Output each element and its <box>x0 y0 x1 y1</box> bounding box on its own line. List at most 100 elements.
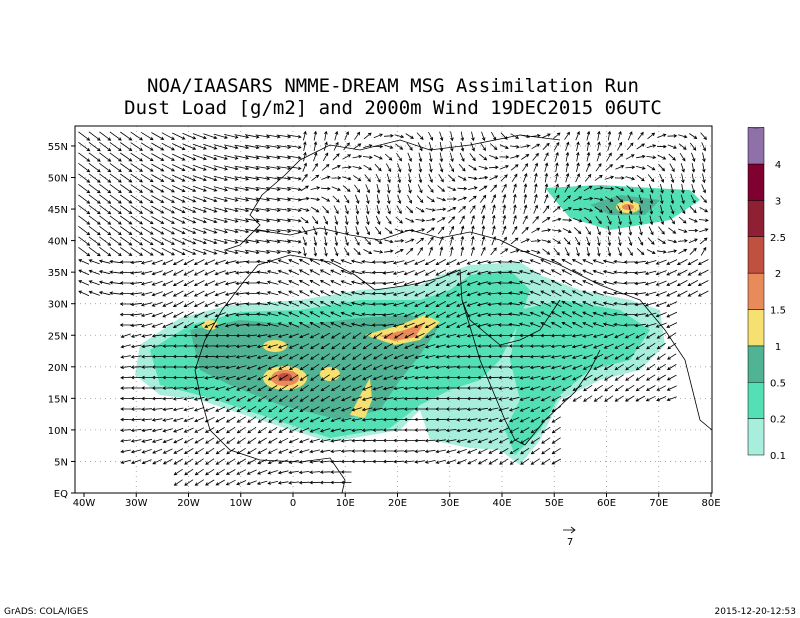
wind-arrow <box>616 195 624 203</box>
wind-arrow <box>585 162 591 172</box>
wind-arrow <box>330 385 341 391</box>
wind-arrow <box>414 438 426 443</box>
wind-arrow <box>225 365 236 370</box>
wind-arrow <box>530 396 541 402</box>
wind-arrow <box>488 438 499 444</box>
wind-arrow <box>372 438 384 443</box>
y-axis-label: 25N <box>48 331 68 342</box>
wind-arrow <box>331 374 341 381</box>
wind-arrow <box>456 311 468 318</box>
wind-arrow <box>88 183 101 194</box>
wind-arrow <box>697 290 709 297</box>
wind-arrow <box>477 375 488 380</box>
wind-arrow <box>488 427 499 433</box>
wind-arrow <box>203 143 218 150</box>
wind-arrow <box>660 205 664 215</box>
wind-arrow <box>614 333 625 339</box>
wind-arrow <box>424 301 436 307</box>
wind-arrow <box>309 343 320 349</box>
colorbar-label: 0.2 <box>770 415 786 426</box>
wind-arrow <box>532 152 539 161</box>
wind-arrow <box>204 333 215 338</box>
wind-arrow <box>302 236 307 247</box>
wind-arrow <box>667 342 677 350</box>
coastlines <box>194 134 713 494</box>
wind-arrow <box>151 226 165 235</box>
wind-arrow <box>109 173 122 183</box>
wind-arrow <box>445 417 457 422</box>
wind-arrow <box>172 311 184 318</box>
wind-arrow <box>289 374 299 381</box>
wind-arrow <box>183 280 194 286</box>
wind-arrow <box>277 301 289 307</box>
wind-arrow <box>606 152 612 162</box>
wind-arrow <box>597 130 601 141</box>
wind-arrow <box>361 407 373 412</box>
wind-arrow <box>330 290 342 297</box>
wind-arrow <box>603 343 614 349</box>
wind-arrow <box>298 460 310 464</box>
wind-arrow <box>331 342 341 350</box>
wind-arrow <box>140 247 154 256</box>
wind-arrow <box>521 226 529 234</box>
wind-arrow <box>541 239 552 244</box>
wind-arrow <box>224 218 239 223</box>
wind-arrow <box>361 459 373 464</box>
wind-arrow <box>299 438 310 444</box>
wind-arrow <box>424 290 436 297</box>
wind-arrow <box>660 184 664 194</box>
wind-arrow <box>382 313 394 317</box>
wind-arrow <box>625 384 635 392</box>
wind-arrow <box>78 183 91 194</box>
wind-arrow <box>384 153 393 161</box>
wind-arrow <box>351 385 362 391</box>
wind-arrow <box>120 194 133 204</box>
wind-arrow <box>324 130 328 141</box>
wind-arrow <box>266 145 281 149</box>
wind-arrow <box>203 196 218 203</box>
wind-arrow <box>183 448 194 455</box>
wind-arrow <box>256 301 268 306</box>
wind-arrow <box>667 332 677 339</box>
wind-arrow <box>541 447 551 455</box>
wind-arrow <box>140 291 153 296</box>
wind-arrow <box>647 174 655 183</box>
wind-arrow <box>469 205 476 214</box>
wind-arrow <box>438 236 444 246</box>
wind-arrow <box>151 418 163 422</box>
wind-arrow <box>615 165 625 170</box>
wind-arrow <box>481 225 486 235</box>
wind-arrow <box>245 249 260 255</box>
wind-arrow <box>183 407 194 412</box>
wind-arrow <box>530 134 541 138</box>
wind-arrow <box>604 186 615 191</box>
wind-arrow <box>362 364 373 370</box>
wind-arrow <box>182 132 197 140</box>
wind-arrow <box>256 259 268 264</box>
wind-arrow <box>288 322 300 328</box>
wind-arrow <box>234 155 250 160</box>
y-axis-label: 35N <box>48 268 68 279</box>
wind-arrow <box>540 322 552 328</box>
wind-arrow <box>582 280 594 286</box>
wind-arrow <box>162 344 174 348</box>
wind-arrow <box>245 218 260 223</box>
wind-arrow <box>456 290 468 297</box>
wind-arrow <box>224 239 239 244</box>
wind-arrow <box>311 216 319 225</box>
wind-arrow <box>236 385 247 391</box>
wind-arrow <box>592 301 604 307</box>
wind-arrow <box>88 152 101 162</box>
wind-arrow <box>276 250 292 254</box>
wind-arrow <box>299 395 309 402</box>
wind-arrow <box>646 342 656 350</box>
wind-arrow <box>299 333 310 339</box>
wind-arrow <box>435 333 446 338</box>
wind-arrow <box>498 375 510 380</box>
wind-arrow <box>393 332 404 339</box>
wind-arrow <box>366 205 370 215</box>
wind-arrow <box>428 173 433 183</box>
wind-arrow <box>141 375 152 380</box>
wind-arrow <box>224 323 237 328</box>
wind-arrow <box>255 197 271 202</box>
